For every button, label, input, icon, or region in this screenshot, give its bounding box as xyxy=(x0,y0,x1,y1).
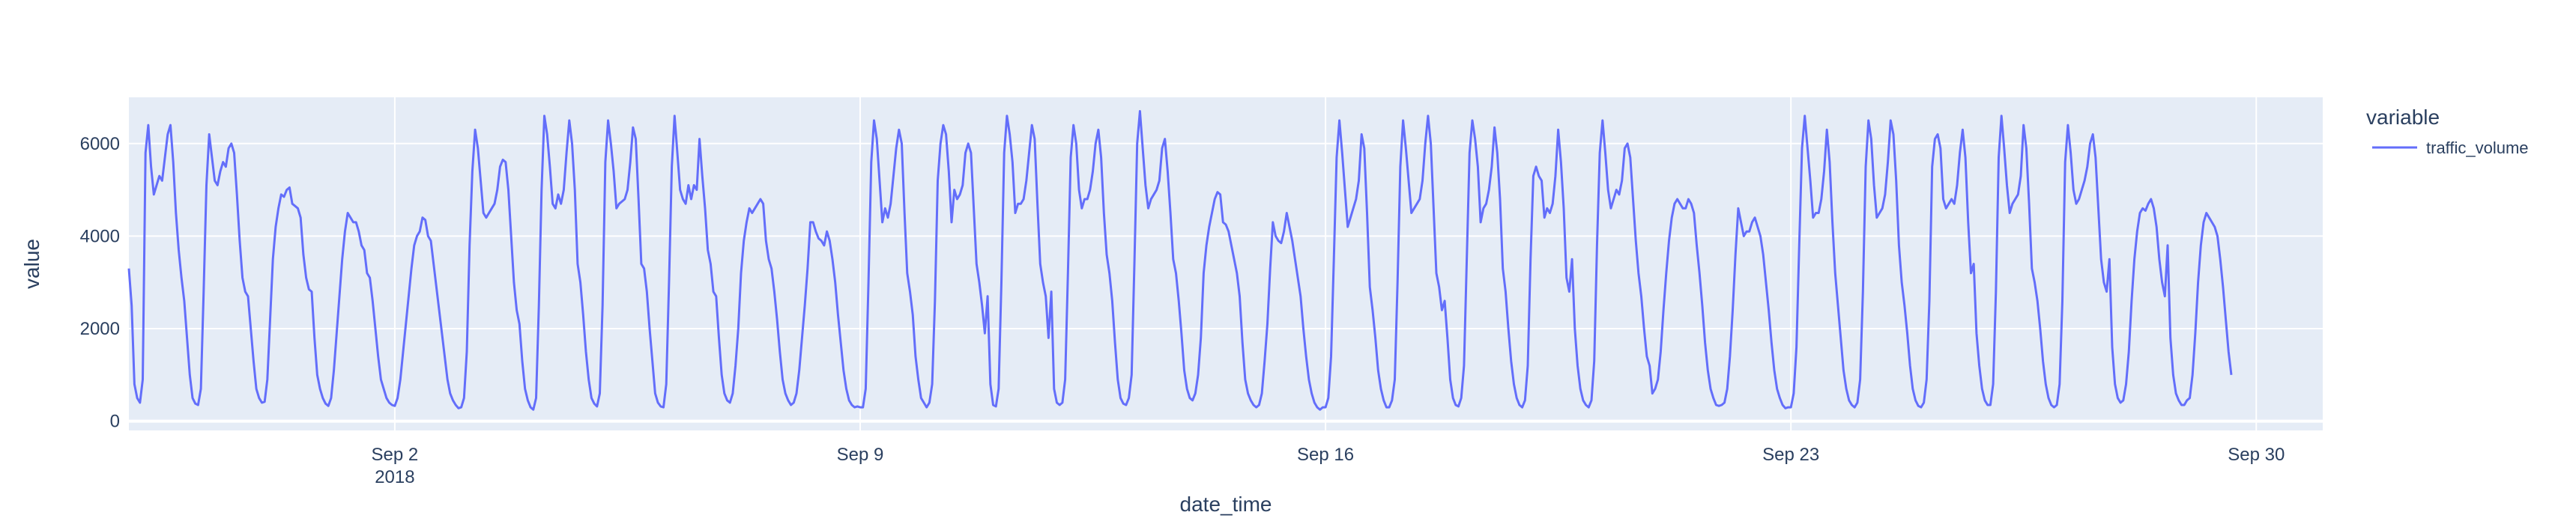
x-tick-label: Sep 16 xyxy=(1297,445,1354,465)
y-axis-title: value xyxy=(20,239,43,289)
legend-label: traffic_volume xyxy=(2426,138,2529,157)
legend-items[interactable]: traffic_volume xyxy=(2372,138,2529,157)
legend-item[interactable]: traffic_volume xyxy=(2372,138,2529,157)
grid-lines xyxy=(129,97,2323,430)
legend-title: variable xyxy=(2366,106,2440,129)
series-layer xyxy=(127,110,2233,411)
x-tick-label: Sep 30 xyxy=(2228,445,2285,465)
x-tick-label: Sep 23 xyxy=(1762,445,1819,465)
y-axis-ticks: 0 2000 4000 6000 xyxy=(80,134,120,432)
x-tick-label: Sep 2 xyxy=(372,445,419,465)
y-tick-label: 4000 xyxy=(80,226,120,246)
plot-area xyxy=(129,97,2323,430)
x-tick-sublabel: 2018 xyxy=(375,467,414,487)
y-tick-label: 6000 xyxy=(80,134,120,154)
y-tick-label: 2000 xyxy=(80,319,120,339)
x-tick-label: Sep 9 xyxy=(837,445,884,465)
y-tick-label: 0 xyxy=(110,412,120,432)
legend[interactable]: variable traffic_volume xyxy=(2366,106,2529,157)
series-line-traffic_volume[interactable] xyxy=(127,110,2233,411)
x-axis-title: date_time xyxy=(1180,493,1272,516)
